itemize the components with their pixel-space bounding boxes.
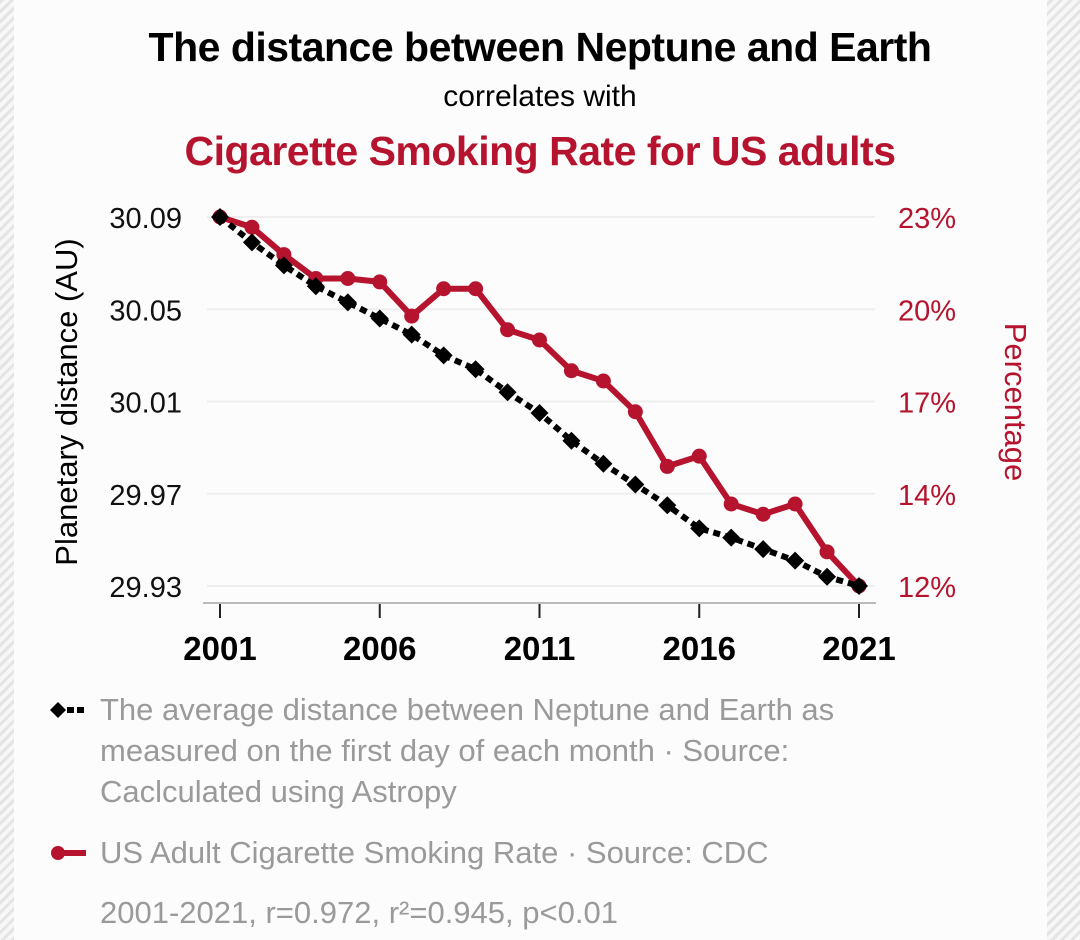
neptune-distance-point <box>434 346 453 365</box>
smoking-rate-point <box>372 274 388 290</box>
smoking-rate-point <box>244 219 260 235</box>
y-axis-left: 30.09 30.05 30.01 29.97 29.93 <box>109 203 182 604</box>
chart-title-secondary: Cigarette Smoking Rate for US adults <box>184 128 896 174</box>
neptune-distance-point <box>274 256 293 275</box>
neptune-distance-point <box>242 233 261 252</box>
chart-plot: 2001 2006 2011 2016 2021 30.09 30.05 30.01 29.9… <box>49 203 1033 667</box>
legend-diamond-dotted-icon <box>50 702 84 718</box>
legend-item-smoking-rate: US Adult Cigarette Smoking Rate · Source… <box>48 832 948 877</box>
neptune-distance-point <box>562 431 581 450</box>
y-right-tick-label: 17% <box>898 388 956 420</box>
smoking-rate-point <box>500 322 516 338</box>
neptune-distance-point <box>530 404 549 423</box>
chart-card <box>14 0 1047 940</box>
smoking-rate-point <box>819 544 835 560</box>
y-axis-right: 23% 20% 17% 14% 12% <box>898 203 956 604</box>
y-axis-right-label: Percentage <box>998 323 1033 482</box>
smoking-rate-point <box>787 496 803 512</box>
smoking-rate-point <box>659 458 675 474</box>
smoking-rate-point <box>404 308 420 324</box>
x-tick-label: 2001 <box>183 630 256 667</box>
smoking-rate-point <box>595 373 611 389</box>
y-axis-left-label: Planetary distance (AU) <box>49 238 84 565</box>
neptune-distance-point <box>211 208 229 226</box>
x-tick-label: 2016 <box>663 630 736 667</box>
y-left-tick-label: 30.01 <box>109 388 182 420</box>
x-tick-label: 2006 <box>343 630 416 667</box>
series-neptune-distance <box>211 208 868 595</box>
y-right-tick-label: 23% <box>898 203 956 235</box>
neptune-distance-point <box>658 496 677 515</box>
x-tick-label: 2011 <box>504 630 576 667</box>
chart-title: The distance between Neptune and Earth <box>148 24 932 70</box>
y-left-tick-label: 30.09 <box>109 203 182 235</box>
y-right-tick-label: 14% <box>898 480 956 512</box>
smoking-rate-point <box>340 271 356 286</box>
neptune-distance-point <box>786 551 805 570</box>
smoking-rate-point <box>436 281 452 297</box>
neptune-distance-point <box>338 293 357 312</box>
legend-item-neptune-distance: The average distance between Neptune and… <box>48 689 948 814</box>
smoking-rate-point <box>532 332 547 348</box>
y-left-tick-label: 29.93 <box>109 572 182 604</box>
smoking-rate-point <box>468 281 484 297</box>
neptune-distance-point <box>722 528 741 547</box>
neptune-distance-point <box>850 577 868 595</box>
y-left-tick-label: 30.05 <box>109 295 182 327</box>
y-right-tick-label: 20% <box>898 295 956 327</box>
neptune-distance-point <box>498 383 517 402</box>
neptune-distance-point <box>306 277 325 296</box>
neptune-distance-point <box>754 540 773 559</box>
smoking-rate-point <box>691 448 707 464</box>
smoking-rate-point <box>723 496 739 512</box>
smoking-rate-point <box>627 404 643 420</box>
y-left-tick-label: 29.97 <box>109 480 182 512</box>
neptune-distance-point <box>626 475 645 494</box>
neptune-distance-point <box>818 567 837 586</box>
neptune-distance-point <box>402 325 421 344</box>
chart-subtitle: correlates with <box>443 80 637 113</box>
neptune-distance-point <box>370 309 389 328</box>
x-axis: 2001 2006 2011 2016 2021 <box>183 602 896 667</box>
smoking-rate-point <box>755 506 771 522</box>
neptune-distance-point <box>466 360 485 379</box>
y-right-tick-label: 12% <box>898 572 956 604</box>
legend-label-smoking-rate: US Adult Cigarette Smoking Rate · Source… <box>100 835 769 870</box>
neptune-distance-point <box>690 519 709 538</box>
neptune-distance-point <box>594 454 613 473</box>
legend-label-neptune-distance: The average distance between Neptune and… <box>100 692 835 809</box>
correlation-stats: 2001-2021, r=0.972, r²=0.945, p<0.01 <box>100 895 618 930</box>
legend-circle-line-icon <box>51 846 86 860</box>
x-tick-label: 2021 <box>822 630 895 667</box>
smoking-rate-point <box>276 247 292 263</box>
smoking-rate-point <box>563 363 579 379</box>
gridlines <box>207 216 875 587</box>
